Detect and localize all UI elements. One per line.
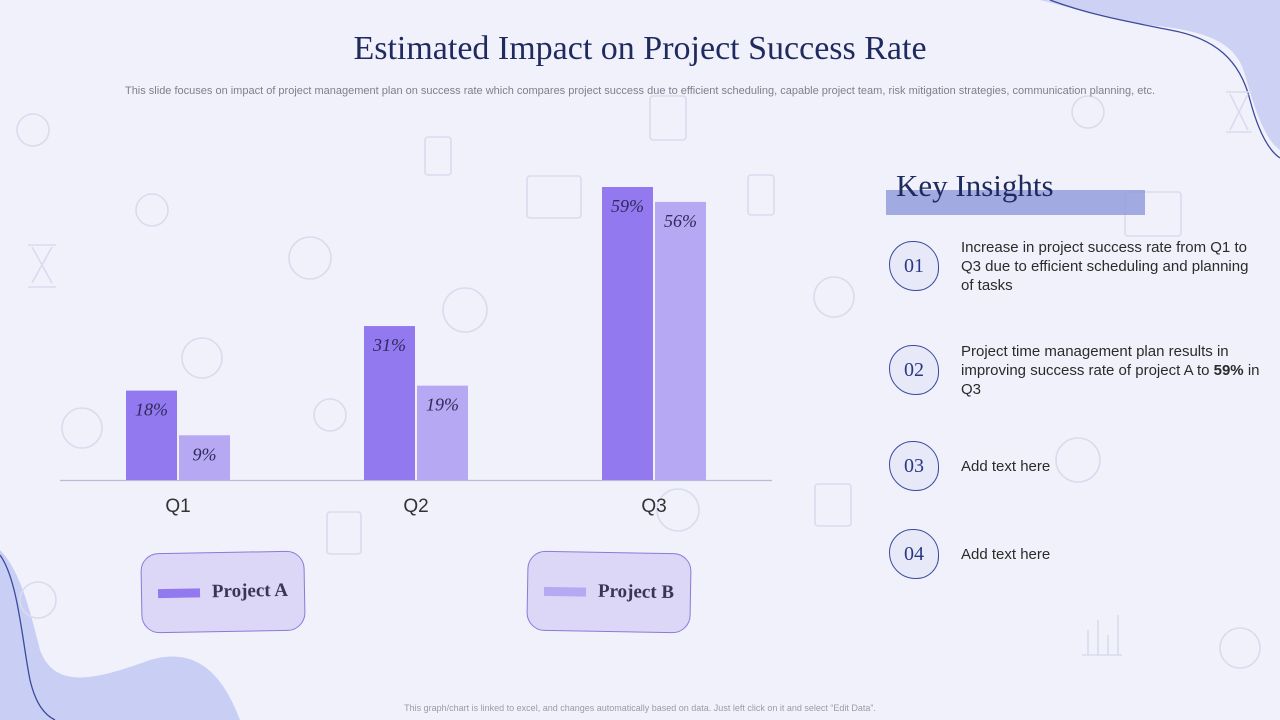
footer-note: This graph/chart is linked to excel, and… <box>404 703 876 713</box>
insight-number-02: 02 <box>889 345 939 395</box>
page-title: Estimated Impact on Project Success Rate <box>353 30 927 67</box>
bar-value-label: 31% <box>372 335 406 355</box>
bars-layer: 18% 9% Q1 31% 19% Q2 59% 56% Q3 <box>126 187 706 517</box>
document-icon <box>814 483 852 527</box>
bar-chart-icon <box>1082 615 1122 656</box>
bar-value-label: 59% <box>611 196 644 216</box>
page-subtitle: This slide focuses on impact of project … <box>124 85 1156 97</box>
legend-label-project-b: Project B <box>597 580 675 604</box>
hourglass-icon <box>1226 91 1252 133</box>
bar-value-label: 9% <box>193 444 217 464</box>
bar-value-label: 56% <box>664 211 697 231</box>
insight-text-02-highlight: 59% <box>1213 362 1244 379</box>
legend-project-b: Project B <box>526 550 692 634</box>
globe-icon <box>813 276 855 318</box>
bar-value-label: 19% <box>426 395 459 415</box>
insight-number-03: 03 <box>889 441 939 491</box>
insight-text-02-part1: Project time management plan results in … <box>961 343 1229 379</box>
insight-number-01: 01 <box>889 241 939 291</box>
bar-project-a-q1 <box>126 390 177 480</box>
legend-swatch-project-b <box>543 586 587 597</box>
bar-project-a-q3 <box>602 187 653 480</box>
x-tick-label: Q3 <box>641 496 666 517</box>
bar-value-label: 18% <box>135 400 168 420</box>
insights-title: Key Insights <box>896 168 1054 203</box>
globe-icon <box>1219 627 1261 669</box>
bar-project-b-q2 <box>417 385 468 480</box>
x-tick-label: Q1 <box>165 496 190 517</box>
insight-text-04: Add text here <box>961 546 1051 563</box>
corner-blob-top-right <box>1040 0 1280 159</box>
bar-project-b-q1 <box>179 435 230 480</box>
gear-icon <box>1071 95 1105 129</box>
insight-text-02: Project time management plan results in … <box>961 342 1261 399</box>
insight-text-01: Increase in project success rate from Q1… <box>961 239 1249 294</box>
legend-swatch-project-a <box>157 587 201 598</box>
x-tick-label: Q2 <box>403 496 428 517</box>
bar-project-b-q3 <box>655 201 706 480</box>
insight-text-03: Add text here <box>961 458 1051 475</box>
insights-title-highlight <box>886 190 1145 215</box>
legend-project-a: Project A <box>140 550 306 634</box>
legend-label-project-a: Project A <box>211 579 289 603</box>
insight-number-04: 04 <box>889 529 939 579</box>
bar-project-a-q2 <box>364 326 415 480</box>
insight-text-02-part2: in Q3 <box>961 362 1260 398</box>
bar-chart: 18% 9% Q1 31% 19% Q2 59% 56% Q3 <box>60 187 772 517</box>
